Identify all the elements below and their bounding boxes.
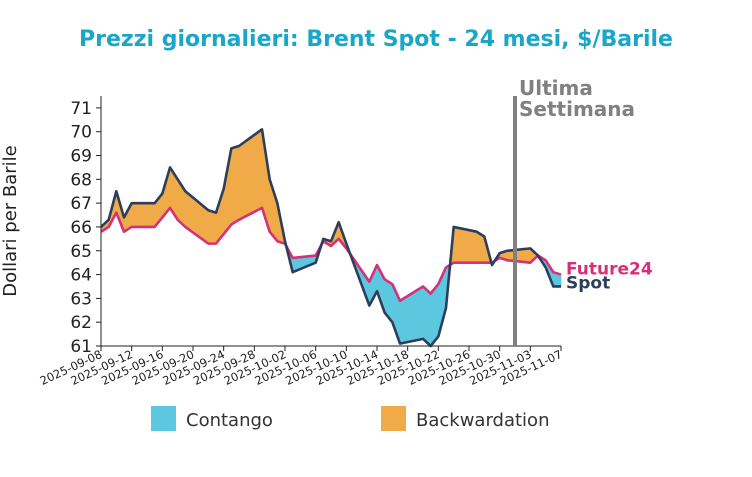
spread-fills (100, 128, 562, 347)
y-tick-label: 71 (70, 99, 92, 119)
last-week-label-line1: Ultima (519, 76, 593, 100)
series-lines (100, 128, 562, 348)
legend: Contango Backwardation (151, 406, 549, 431)
series-line-spot (100, 128, 561, 348)
y-tick-label: 68 (70, 170, 92, 190)
y-ticks: 61 62 63 64 65 66 67 68 69 70 71 (70, 99, 101, 357)
legend-label-contango: Contango (186, 410, 273, 431)
y-tick-label: 69 (70, 147, 92, 167)
y-tick-label: 67 (70, 194, 92, 214)
backwardation-fill (231, 145, 240, 226)
legend-swatch-contango (151, 406, 176, 431)
y-tick-label: 66 (70, 218, 92, 238)
legend-label-backwardation: Backwardation (416, 410, 549, 431)
chart-title: Prezzi giornalieri: Brent Spot - 24 mesi… (79, 27, 673, 52)
axes (100, 96, 561, 347)
last-week-label-line2: Settimana (519, 97, 635, 121)
backwardation-fill (131, 202, 155, 228)
y-tick-label: 65 (70, 242, 92, 262)
y-tick-label: 70 (70, 123, 92, 143)
y-axis-label: Dollari per Barile (0, 145, 21, 297)
series-label-future24: Future24 (566, 260, 653, 280)
contango-fill (422, 285, 431, 347)
series-line-future24 (100, 206, 562, 303)
y-tick-label: 64 (70, 266, 92, 286)
series-label-spot: Spot (566, 273, 610, 293)
y-tick-label: 61 (70, 337, 92, 357)
x-ticks: 2025-09-082025-09-122025-09-162025-09-20… (38, 346, 564, 388)
y-tick-label: 62 (70, 313, 92, 333)
backwardation-fill (208, 209, 217, 244)
legend-swatch-backwardation (381, 406, 406, 431)
y-tick-label: 63 (70, 289, 92, 309)
